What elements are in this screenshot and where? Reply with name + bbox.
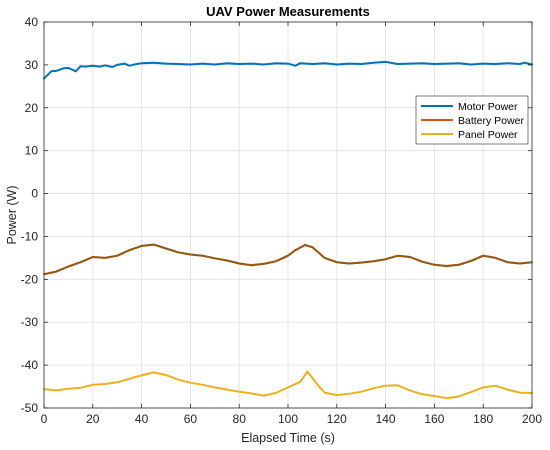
y-tick-label: -20 [21,272,39,286]
battery-power-overlay-line [43,243,533,276]
x-tick-label: 80 [233,412,247,426]
y-tick-label: 30 [25,58,39,72]
y-axis-label: Power (W) [5,185,19,244]
y-tick-label: -50 [21,401,39,415]
y-tick-label: -10 [21,229,39,243]
panel-power-line [43,370,533,400]
x-tick-label: 120 [327,412,347,426]
y-tick-label: 40 [25,15,39,29]
grid [44,22,532,408]
x-tick-label: 100 [278,412,298,426]
x-axis-label: Elapsed Time (s) [241,431,335,445]
legend: Motor Power Battery Power Panel Power [415,95,529,145]
x-tick-label: 0 [41,412,48,426]
x-tick-label: 40 [135,412,149,426]
x-tick-label: 140 [376,412,396,426]
x-tick-label: 20 [86,412,100,426]
x-tick-label: 160 [424,412,444,426]
motor-power-line [43,60,533,80]
y-tick-label: 0 [31,187,38,201]
legend-label-motor-power: Motor Power [458,101,518,113]
x-tick-label: 180 [473,412,493,426]
axis-ticks: 0 20 40 60 80 100 120 140 160 180 200-50-40-30-20-… [21,15,543,426]
x-tick-label: 60 [184,412,198,426]
x-tick-label: 200 [522,412,542,426]
y-tick-label: -30 [21,315,39,329]
y-tick-label: -40 [21,358,39,372]
legend-label-battery-power: Battery Power [458,115,524,127]
y-tick-label: 20 [25,101,39,115]
series-lines [43,60,533,400]
y-tick-label: 10 [25,144,39,158]
legend-label-panel-power: Panel Power [458,129,518,141]
chart-title: UAV Power Measurements [206,4,370,19]
